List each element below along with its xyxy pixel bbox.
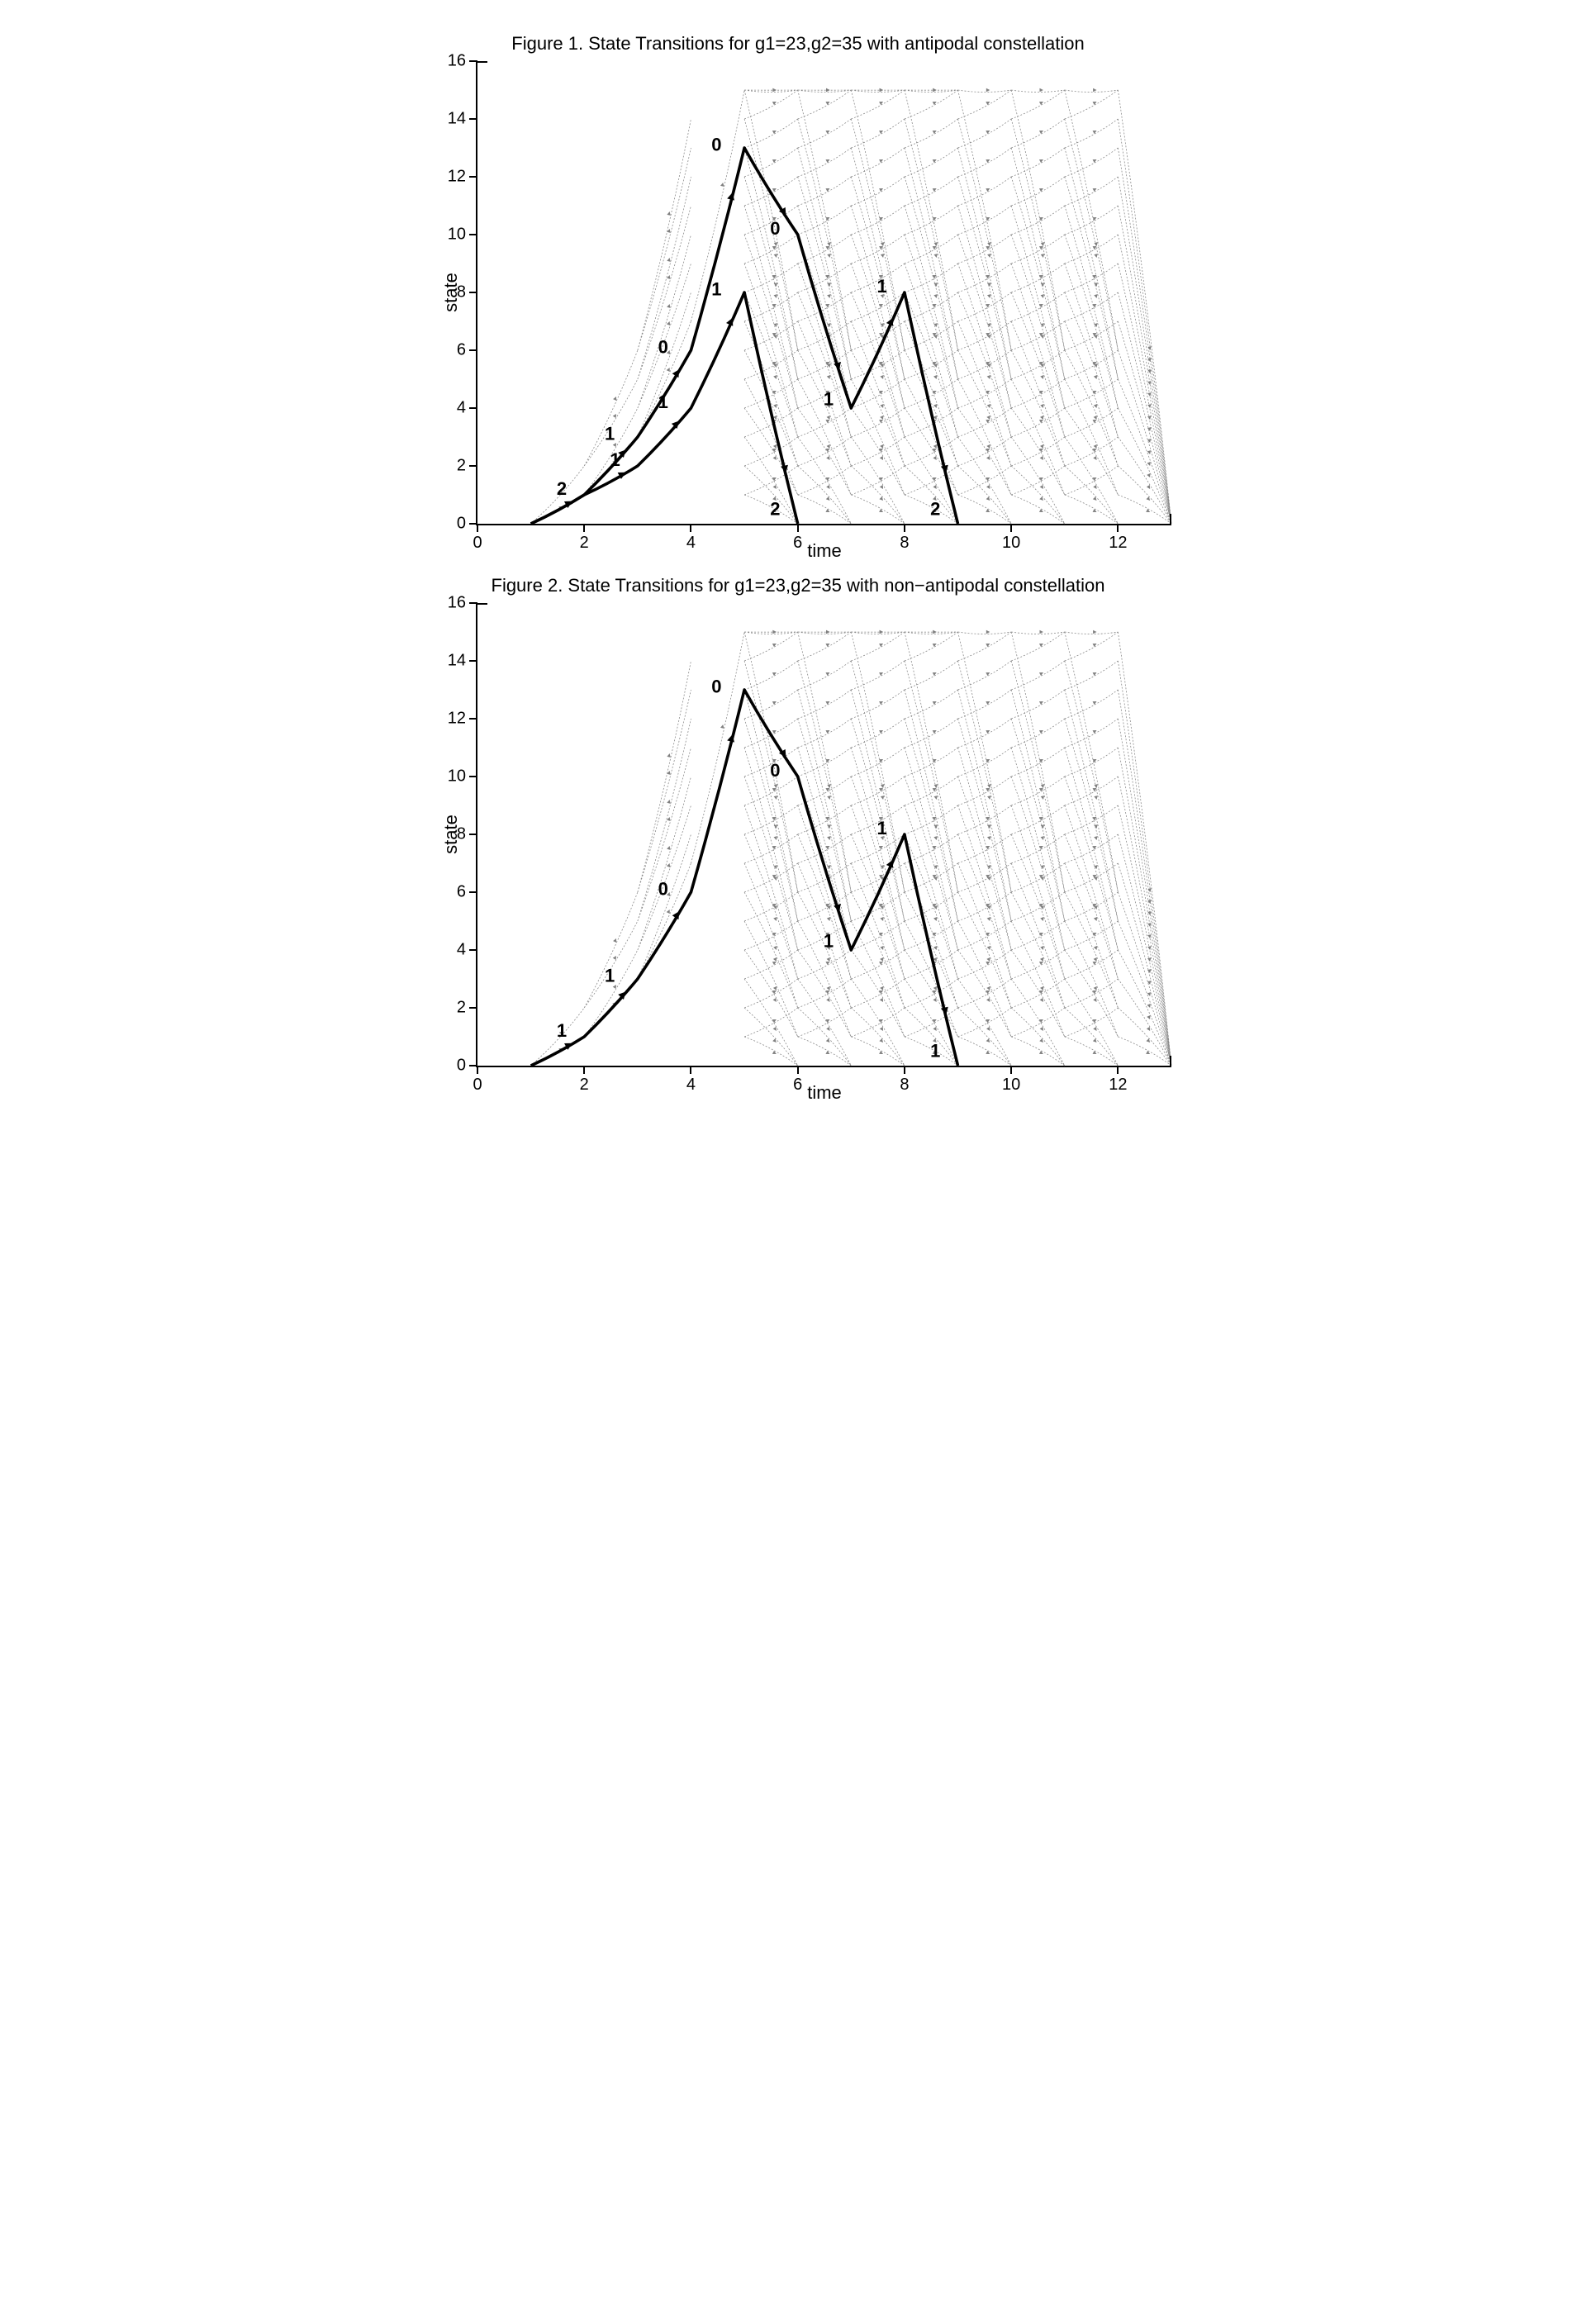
x-tick (690, 524, 691, 532)
y-tick (469, 234, 477, 235)
x-tick (904, 1066, 905, 1074)
y-tick (469, 718, 477, 720)
x-tick-label: 6 (793, 534, 802, 553)
x-tick-label: 8 (900, 1076, 909, 1095)
y-tick (469, 834, 477, 835)
x-axis-label: time (807, 540, 842, 562)
edge-label: 1 (605, 966, 615, 986)
y-tick-label: 4 (457, 941, 466, 960)
x-tick (1117, 1066, 1119, 1074)
y-tick (469, 118, 477, 120)
y-tick-label: 10 (448, 226, 466, 245)
x-tick (797, 524, 799, 532)
x-tick (904, 524, 905, 532)
y-tick-label: 0 (457, 1057, 466, 1076)
x-tick-label: 0 (473, 1076, 482, 1095)
figure-title: Figure 2. State Transitions for g1=23,g2… (426, 575, 1170, 596)
edge-label: 1 (658, 392, 668, 412)
edge-label: 1 (610, 449, 620, 470)
figure: Figure 1. State Transitions for g1=23,g2… (426, 33, 1170, 525)
y-tick-label: 14 (448, 652, 466, 671)
edge-label: 1 (711, 279, 721, 300)
y-tick (469, 292, 477, 293)
y-tick (469, 349, 477, 351)
x-tick-label: 2 (580, 534, 589, 553)
x-tick-label: 12 (1109, 1076, 1127, 1095)
x-tick (1010, 1066, 1012, 1074)
x-tick (1010, 524, 1012, 532)
x-tick-label: 4 (686, 534, 696, 553)
edge-label: 2 (557, 478, 567, 499)
edge-label: 1 (824, 931, 834, 952)
edge-label: 0 (711, 135, 721, 155)
x-tick-label: 0 (473, 534, 482, 553)
x-tick-label: 10 (1002, 1076, 1020, 1095)
y-tick (469, 776, 477, 777)
y-tick (469, 465, 477, 467)
y-tick (469, 660, 477, 662)
: state time 0 2 4 6 8 10 12 14 16 (476, 61, 1171, 525)
edge-label: 1 (824, 389, 834, 410)
edge-label: 1 (877, 818, 887, 838)
x-tick-label: 6 (793, 1076, 802, 1095)
x-tick (1117, 524, 1119, 532)
figure: Figure 2. State Transitions for g1=23,g2… (426, 575, 1170, 1067)
y-tick-label: 0 (457, 515, 466, 534)
y-tick (469, 60, 477, 62)
x-tick-label: 12 (1109, 534, 1127, 553)
y-tick-label: 6 (457, 341, 466, 360)
x-tick (690, 1066, 691, 1074)
y-tick-label: 16 (448, 52, 466, 71)
y-tick-label: 6 (457, 883, 466, 902)
edge-label: 0 (711, 677, 721, 697)
trellis-plot: 2 1 0 0 0 1 1 2 1 1 1 2 (477, 61, 1171, 524)
edge-label: 0 (770, 218, 780, 239)
edge-label: 2 (930, 499, 940, 520)
edge-label: 1 (557, 1020, 567, 1041)
y-tick (469, 176, 477, 178)
y-tick-label: 8 (457, 283, 466, 302)
x-tick-label: 4 (686, 1076, 696, 1095)
: state time 0 2 4 6 8 10 12 14 16 (476, 603, 1171, 1067)
y-tick (469, 891, 477, 893)
y-tick-label: 2 (457, 457, 466, 476)
edge-label: 0 (770, 760, 780, 781)
edge-label: 0 (658, 337, 668, 358)
trellis-plot: 1 1 0 0 0 1 1 1 (477, 603, 1171, 1066)
y-tick-label: 12 (448, 710, 466, 729)
x-tick (583, 524, 585, 532)
y-tick-label: 10 (448, 767, 466, 786)
x-tick (477, 524, 478, 532)
y-tick-label: 2 (457, 999, 466, 1018)
y-tick (469, 1007, 477, 1009)
edge-label: 2 (770, 499, 780, 520)
figure-title: Figure 1. State Transitions for g1=23,g2… (426, 33, 1170, 55)
x-tick-label: 8 (900, 534, 909, 553)
y-tick (469, 602, 477, 604)
edge-label: 0 (658, 879, 668, 900)
edge-label: 1 (605, 424, 615, 444)
x-axis-label: time (807, 1082, 842, 1104)
x-tick (797, 1066, 799, 1074)
x-tick-label: 2 (580, 1076, 589, 1095)
edge-label: 1 (930, 1041, 940, 1062)
y-tick-label: 12 (448, 168, 466, 187)
x-tick-label: 10 (1002, 534, 1020, 553)
y-tick (469, 949, 477, 951)
edge-label: 1 (877, 276, 887, 297)
y-tick-label: 14 (448, 110, 466, 129)
y-tick (469, 407, 477, 409)
x-tick (477, 1066, 478, 1074)
x-tick (583, 1066, 585, 1074)
y-tick-label: 16 (448, 594, 466, 613)
y-tick-label: 4 (457, 399, 466, 418)
y-tick-label: 8 (457, 825, 466, 844)
